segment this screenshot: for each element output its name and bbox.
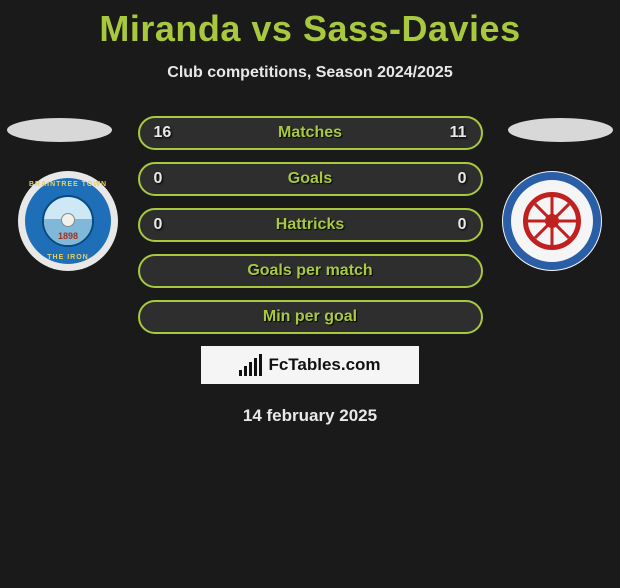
stat-label: Hattricks <box>276 216 344 234</box>
comparison-section: BRAINTREE TOWN 1898 THE IRON <box>0 116 620 334</box>
stat-right-value: 0 <box>441 216 467 234</box>
badge-text-top: BRAINTREE TOWN <box>25 181 111 188</box>
page-subtitle: Club competitions, Season 2024/2025 <box>0 64 620 82</box>
stat-row: Min per goal <box>138 300 483 334</box>
date-text: 14 february 2025 <box>0 406 620 426</box>
badge-text-bottom: THE IRON <box>25 254 111 261</box>
brand-text: FcTables.com <box>268 355 380 375</box>
stat-left-value: 0 <box>154 216 180 234</box>
player-shadow-right <box>508 118 613 142</box>
stat-label: Goals <box>288 170 332 188</box>
stat-left-value: 0 <box>154 170 180 188</box>
stat-label: Goals per match <box>247 262 372 280</box>
stat-row: 0 Goals 0 <box>138 162 483 196</box>
stat-right-value: 11 <box>441 124 467 142</box>
chart-icon <box>239 354 262 376</box>
stat-left-value: 16 <box>154 124 180 142</box>
ship-wheel-icon <box>523 192 581 250</box>
club-badge-right <box>502 171 602 271</box>
stat-label: Min per goal <box>263 308 357 326</box>
player-shadow-left <box>7 118 112 142</box>
stat-right-value: 0 <box>441 170 467 188</box>
club-badge-left: BRAINTREE TOWN 1898 THE IRON <box>18 171 118 271</box>
brand-logo: FcTables.com <box>201 346 419 384</box>
stats-rows: 16 Matches 11 0 Goals 0 0 Hattricks 0 Go… <box>138 116 483 334</box>
stat-label: Matches <box>278 124 342 142</box>
stat-row: 0 Hattricks 0 <box>138 208 483 242</box>
stat-row: 16 Matches 11 <box>138 116 483 150</box>
stat-row: Goals per match <box>138 254 483 288</box>
page-title: Miranda vs Sass-Davies <box>0 8 620 50</box>
badge-year: 1898 <box>44 231 92 241</box>
